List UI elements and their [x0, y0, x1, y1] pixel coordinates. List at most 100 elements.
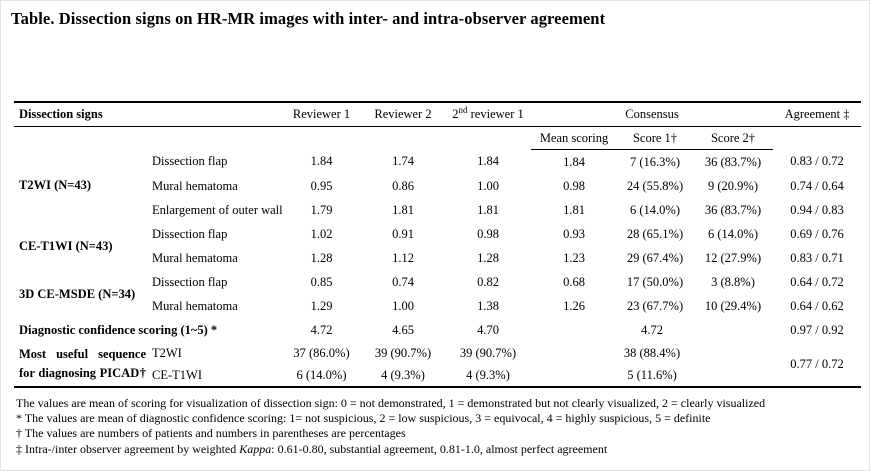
sign-label: Mural hematoma: [152, 178, 238, 193]
cell-mean-scoring: 0.93: [563, 226, 585, 241]
cell-reviewer1: 0.95: [310, 178, 333, 193]
cell-score1: 24 (55.8%): [626, 178, 684, 193]
table-row-confidence: Diagnostic confidence scoring (1~5) * 4.…: [14, 318, 861, 342]
sign-label: Dissection flap: [152, 154, 228, 169]
table-row: Enlargement of outer wall 1.79 1.81 1.81…: [14, 198, 861, 222]
cell-reviewer1: 6 (14.0%): [296, 367, 347, 382]
header-spacer: [282, 127, 361, 150]
cell-agreement: 0.77 / 0.72: [790, 356, 844, 371]
table-row: Mural hematoma 1.28 1.12 1.28 1.23 29 (6…: [14, 246, 861, 270]
header-row-1: Dissection signs Reviewer 1 Reviewer 2 2…: [14, 102, 862, 127]
table-row-most-useful-ce-t1wi: CE-T1WI 6 (14.0%) 4 (9.3%) 4 (9.3%) 5 (1…: [14, 364, 861, 387]
cell-second-reviewer1: 1.84: [477, 154, 499, 169]
cell-score2: 12 (27.9%): [704, 250, 762, 265]
cell-consensus: 38 (88.4%): [623, 345, 681, 360]
most-useful-label-line1: Most useful sequence: [19, 346, 146, 361]
cell-second-reviewer1: 1.81: [477, 202, 499, 217]
cell-mean-scoring: 1.23: [563, 250, 585, 265]
table-row-most-useful-t2wi: Most useful sequence for diagnosing PICA…: [14, 342, 861, 381]
cell-second-reviewer1: 0.98: [477, 226, 499, 241]
header-row-2: Mean scoring Score 1† Score 2†: [14, 126, 861, 150]
cell-reviewer2: 1.81: [392, 202, 414, 217]
cell-score2: 10 (29.4%): [704, 298, 762, 313]
cell-reviewer2: 1.12: [392, 250, 414, 265]
cell-reviewer1: 1.02: [310, 226, 333, 241]
footnote-scoring-definition: The values are mean of scoring for visua…: [16, 396, 766, 410]
cell-mean-scoring: 1.26: [563, 298, 585, 313]
sign-label: Dissection flap: [152, 274, 228, 289]
cell-score2: 36 (83.7%): [704, 154, 762, 169]
second-reviewer-prefix: 2: [452, 107, 459, 121]
footnote-kappa-prefix: ‡ Intra-/inter observer agreement by wei…: [16, 441, 240, 456]
group-label-ce-t1wi: CE-T1WI (N=43): [19, 238, 113, 253]
cell-second-reviewer1: 1.38: [477, 298, 499, 313]
header-spacer: [773, 127, 861, 150]
group-label-t2wi: T2WI (N=43): [19, 178, 92, 193]
sign-label: CE-T1WI: [152, 367, 202, 382]
sign-label: Mural hematoma: [152, 298, 238, 313]
header-spacer: [361, 127, 445, 150]
cell-agreement: 0.64 / 0.62: [790, 298, 844, 313]
cell-score1: 23 (67.7%): [626, 298, 684, 313]
header-spacer: [14, 127, 282, 150]
cell-score1: 6 (14.0%): [630, 202, 681, 217]
cell-agreement: 0.94 / 0.83: [790, 202, 844, 217]
second-reviewer-rest: reviewer 1: [467, 107, 524, 121]
cell-mean-scoring: 0.68: [563, 274, 585, 289]
footnote-double-dagger: ‡ Intra-/inter observer agreement by wei…: [16, 442, 861, 457]
cell-second-reviewer1: 4 (9.3%): [466, 367, 510, 382]
cell-consensus: 4.72: [641, 322, 663, 337]
col-header-score1: Score 1†: [617, 126, 694, 150]
sign-label: Dissection flap: [152, 226, 228, 241]
cell-reviewer2: 0.91: [392, 226, 414, 241]
cell-reviewer2: 4.65: [392, 322, 414, 337]
footnote-kappa-term: Kappa: [239, 441, 272, 456]
cell-reviewer2: 0.74: [392, 274, 414, 289]
group-label-3d-ce-msde: 3D CE-MSDE (N=34): [19, 286, 136, 301]
cell-reviewer1: 37 (86.0%): [293, 345, 350, 360]
cell-consensus: 5 (11.6%): [627, 367, 677, 382]
cell-reviewer2: 39 (90.7%): [374, 345, 432, 360]
cell-reviewer2: 1.00: [392, 298, 414, 313]
cell-reviewer1: 1.29: [310, 298, 333, 313]
col-header-score2: Score 2†: [693, 126, 774, 150]
cell-agreement: 0.83 / 0.71: [790, 250, 844, 265]
table-row: T2WI (N=43) Dissection flap 1.84 1.74 1.…: [14, 150, 861, 192]
cell-score2: 9 (20.9%): [708, 178, 759, 193]
footnote-kappa-suffix: : 0.61-0.80, substantial agreement, 0.81…: [271, 441, 608, 456]
col-header-reviewer2: Reviewer 2: [361, 102, 446, 127]
table-row: CE-T1WI (N=43) Dissection flap 1.02 0.91…: [14, 222, 861, 253]
sign-label: Enlargement of outer wall: [152, 202, 283, 217]
second-reviewer-superscript: nd: [458, 104, 468, 115]
table-title: Table. Dissection signs on HR-MR images …: [11, 9, 606, 28]
header-spacer: [445, 127, 531, 150]
cell-second-reviewer1: 1.00: [477, 178, 499, 193]
cell-agreement: 0.97 / 0.92: [790, 322, 844, 337]
col-header-mean-scoring: Mean scoring: [531, 126, 618, 150]
most-useful-label-line2: for diagnosing PICAD†: [19, 366, 146, 380]
cell-reviewer1: 4.72: [310, 322, 333, 337]
cell-score2: 36 (83.7%): [704, 202, 762, 217]
sign-label: T2WI: [152, 345, 182, 360]
cell-reviewer2: 1.74: [392, 154, 414, 169]
cell-reviewer1: 1.28: [310, 250, 333, 265]
cell-reviewer2: 0.86: [392, 178, 414, 193]
cell-mean-scoring: 1.81: [563, 202, 585, 217]
cell-second-reviewer1: 1.28: [477, 250, 499, 265]
cell-score1: 17 (50.0%): [626, 274, 684, 289]
cell-second-reviewer1: 39 (90.7%): [459, 345, 517, 360]
cell-agreement: 0.74 / 0.64: [790, 178, 844, 193]
cell-reviewer1: 0.85: [310, 274, 333, 289]
col-header-reviewer1: Reviewer 1: [282, 102, 362, 127]
table-row: Mural hematoma 1.29 1.00 1.38 1.26 23 (6…: [14, 294, 861, 318]
cell-score1: 28 (65.1%): [626, 226, 684, 241]
cell-reviewer1: 1.79: [310, 202, 333, 217]
cell-mean-scoring: 1.84: [563, 154, 585, 169]
cell-reviewer1: 1.84: [310, 154, 333, 169]
col-header-dissection-signs: Dissection signs: [14, 102, 283, 127]
cell-score2: 3 (8.8%): [711, 274, 755, 289]
table-row: Mural hematoma 0.95 0.86 1.00 0.98 24 (5…: [14, 174, 861, 198]
col-header-consensus: Consensus: [531, 102, 774, 127]
cell-second-reviewer1: 4.70: [477, 322, 499, 337]
